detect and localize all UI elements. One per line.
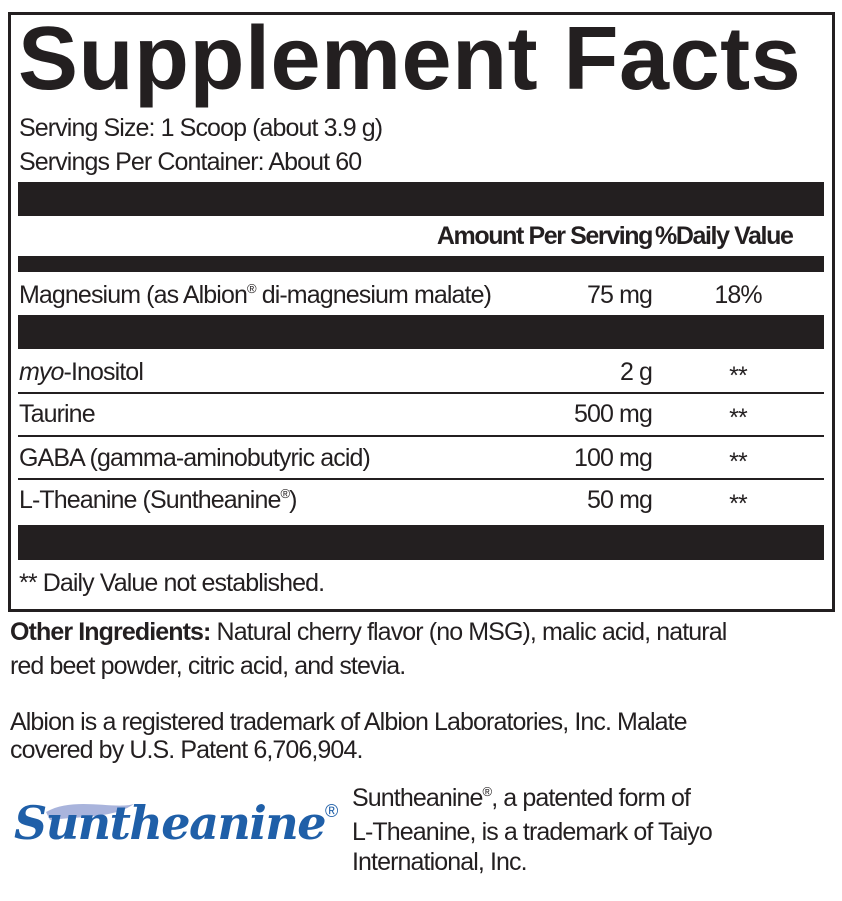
- divider-bar: [18, 256, 824, 272]
- ingredient-amount: 500 mg: [574, 400, 653, 428]
- ingredient-dv: **: [729, 490, 748, 518]
- nutrient-amount: 75 mg: [587, 281, 653, 309]
- logo-wave-icon: [46, 804, 134, 820]
- ingredient-amount: 100 mg: [574, 444, 653, 472]
- name-text: L-Theanine (Suntheanine: [19, 486, 281, 514]
- ingredient-amount: 2 g: [619, 358, 653, 386]
- panel-title: Supplement Facts: [18, 9, 802, 109]
- suntheanine-note-line1: Suntheanine®, a patented form of: [352, 784, 691, 812]
- divider-bar: [18, 315, 824, 349]
- note-text: , a patented form of: [491, 784, 691, 812]
- ingredient-dv: **: [729, 362, 748, 390]
- logo-text: Suntheanine: [14, 796, 327, 850]
- note-text: Suntheanine: [352, 784, 483, 812]
- row-rule: [18, 478, 824, 480]
- other-ingredients-line1: Other Ingredients: Natural cherry flavor…: [10, 618, 728, 646]
- supplement-facts-panel: [8, 12, 835, 612]
- ingredient-name: GABA (gamma-aminobutyric acid): [19, 444, 371, 472]
- serving-size: Serving Size: 1 Scoop (about 3.9 g): [19, 114, 383, 142]
- nutrient-name: Magnesium (as Albion: [19, 281, 248, 309]
- suntheanine-logo: Suntheanine®: [14, 796, 338, 850]
- name-text: -Inositol: [63, 358, 144, 386]
- nutrient-row: Magnesium (as Albion® di-magnesium malat…: [19, 281, 492, 309]
- name-rest: ): [289, 486, 297, 514]
- other-ingredients-line2: red beet powder, citric acid, and stevia…: [10, 652, 406, 680]
- nutrient-dv: 18%: [714, 281, 762, 309]
- divider-bar: [18, 182, 824, 216]
- logo-registered-mark: ®: [325, 801, 339, 821]
- italic-prefix: myo: [19, 358, 64, 386]
- row-rule: [18, 392, 824, 394]
- registered-mark: ®: [280, 486, 290, 501]
- suntheanine-note-line3: International, Inc.: [352, 848, 528, 876]
- ingredient-amount: 50 mg: [587, 486, 653, 514]
- ingredient-name: myo-Inositol: [19, 358, 144, 386]
- footnote: ** Daily Value not established.: [19, 569, 325, 597]
- nutrient-name-rest: di-magnesium malate): [255, 281, 492, 309]
- suntheanine-note-line2: L-Theanine, is a trademark of Taiyo: [352, 818, 713, 846]
- ingredient-name: Taurine: [19, 400, 96, 428]
- other-ingredients-text: Natural cherry flavor (no MSG), malic ac…: [210, 618, 728, 646]
- albion-note-line2: covered by U.S. Patent 6,706,904.: [10, 736, 363, 764]
- registered-mark: ®: [246, 281, 257, 296]
- albion-note-line1: Albion is a registered trademark of Albi…: [10, 708, 688, 736]
- row-rule: [18, 435, 824, 437]
- amount-header: Amount Per Serving: [436, 222, 654, 250]
- dv-header: %Daily Value: [655, 222, 794, 250]
- other-ingredients-label: Other Ingredients:: [10, 618, 211, 646]
- ingredient-name: L-Theanine (Suntheanine®): [19, 486, 298, 514]
- registered-mark: ®: [482, 784, 493, 799]
- divider-bar: [18, 525, 824, 560]
- ingredient-dv: **: [729, 404, 748, 432]
- servings-per-container: Servings Per Container: About 60: [19, 148, 362, 176]
- ingredient-dv: **: [729, 448, 748, 476]
